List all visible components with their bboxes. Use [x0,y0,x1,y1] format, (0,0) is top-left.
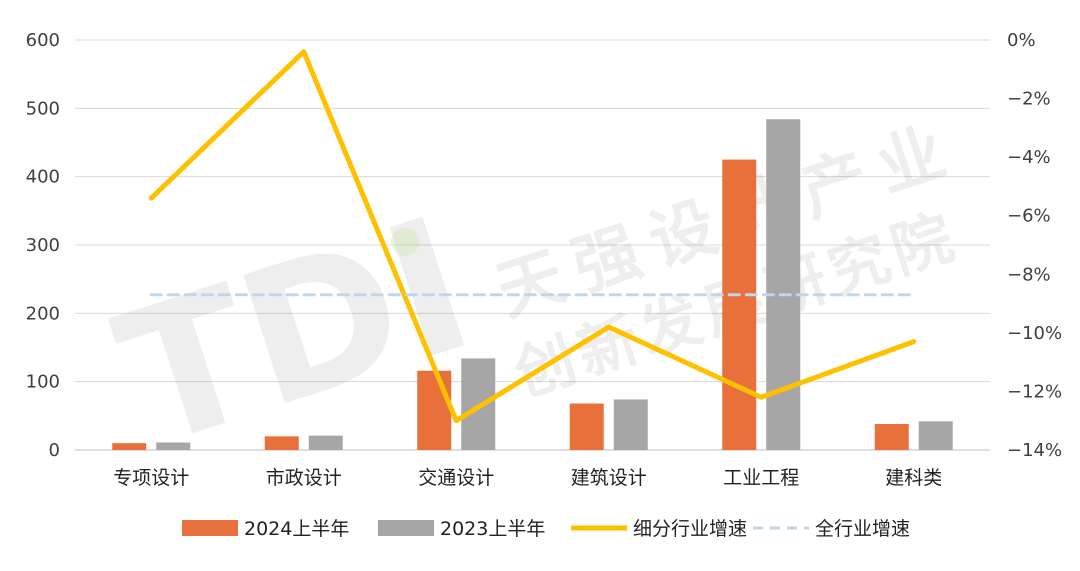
legend-label: 2024上半年 [244,518,349,540]
bar-0-2 [417,370,452,450]
right-tick-label: −2% [1007,89,1051,110]
lines [148,49,917,424]
category-label: 建筑设计 [571,467,647,489]
bar-0-4 [722,159,757,451]
category-label: 市政设计 [266,467,342,489]
watermark: TDI 天强设计产业 创新发展研究院 [96,109,968,489]
left-tick-label: 600 [26,30,60,51]
left-axis-ticks: 0 100 200 300 400 500 600 [26,30,60,461]
category-label: 建科类 [885,467,942,489]
bar-1-4 [766,119,801,451]
right-tick-label: −4% [1007,147,1051,168]
watermark-dot [391,228,419,256]
legend-label: 2023上半年 [440,518,545,540]
left-tick-label: 500 [26,98,60,119]
right-axis-ticks: −14% −12% −10% −8% −6% −4% −2% 0% [1007,30,1062,461]
category-label: 专项设计 [113,467,189,489]
bar-1-3 [613,399,648,450]
left-tick-label: 200 [26,303,60,324]
category-labels: 专项设计 市政设计 交通设计 建筑设计 工业工程 建科类 [113,467,942,489]
bar-0-5 [874,424,909,450]
left-tick-label: 100 [26,372,60,393]
bar-1-5 [918,421,953,450]
left-tick-label: 0 [49,440,60,461]
category-label: 交通设计 [418,467,494,489]
category-label: 工业工程 [723,467,799,489]
legend: 2024上半年 2023上半年 细分行业增速 全行业增速 [182,518,910,540]
right-tick-label: −10% [1007,323,1062,344]
legend-swatch-0 [182,520,238,536]
right-tick-label: −6% [1007,206,1051,227]
right-tick-label: −12% [1007,381,1062,402]
series-line-2 [148,49,917,424]
bar-0-3 [569,403,604,450]
bar-1-2 [461,358,496,450]
bar-1-0 [156,442,191,450]
right-tick-label: −8% [1007,264,1051,285]
left-tick-label: 400 [26,167,60,188]
gridlines [75,39,990,451]
bar-0-0 [112,443,147,450]
legend-label: 细分行业增速 [633,518,747,540]
legend-label: 全行业增速 [815,518,910,540]
bar-1-1 [308,435,343,450]
left-tick-label: 300 [26,235,60,256]
bar-0-1 [264,436,299,450]
right-tick-label: −14% [1007,440,1062,461]
legend-swatch-1 [378,520,434,536]
right-tick-label: 0% [1007,30,1036,51]
